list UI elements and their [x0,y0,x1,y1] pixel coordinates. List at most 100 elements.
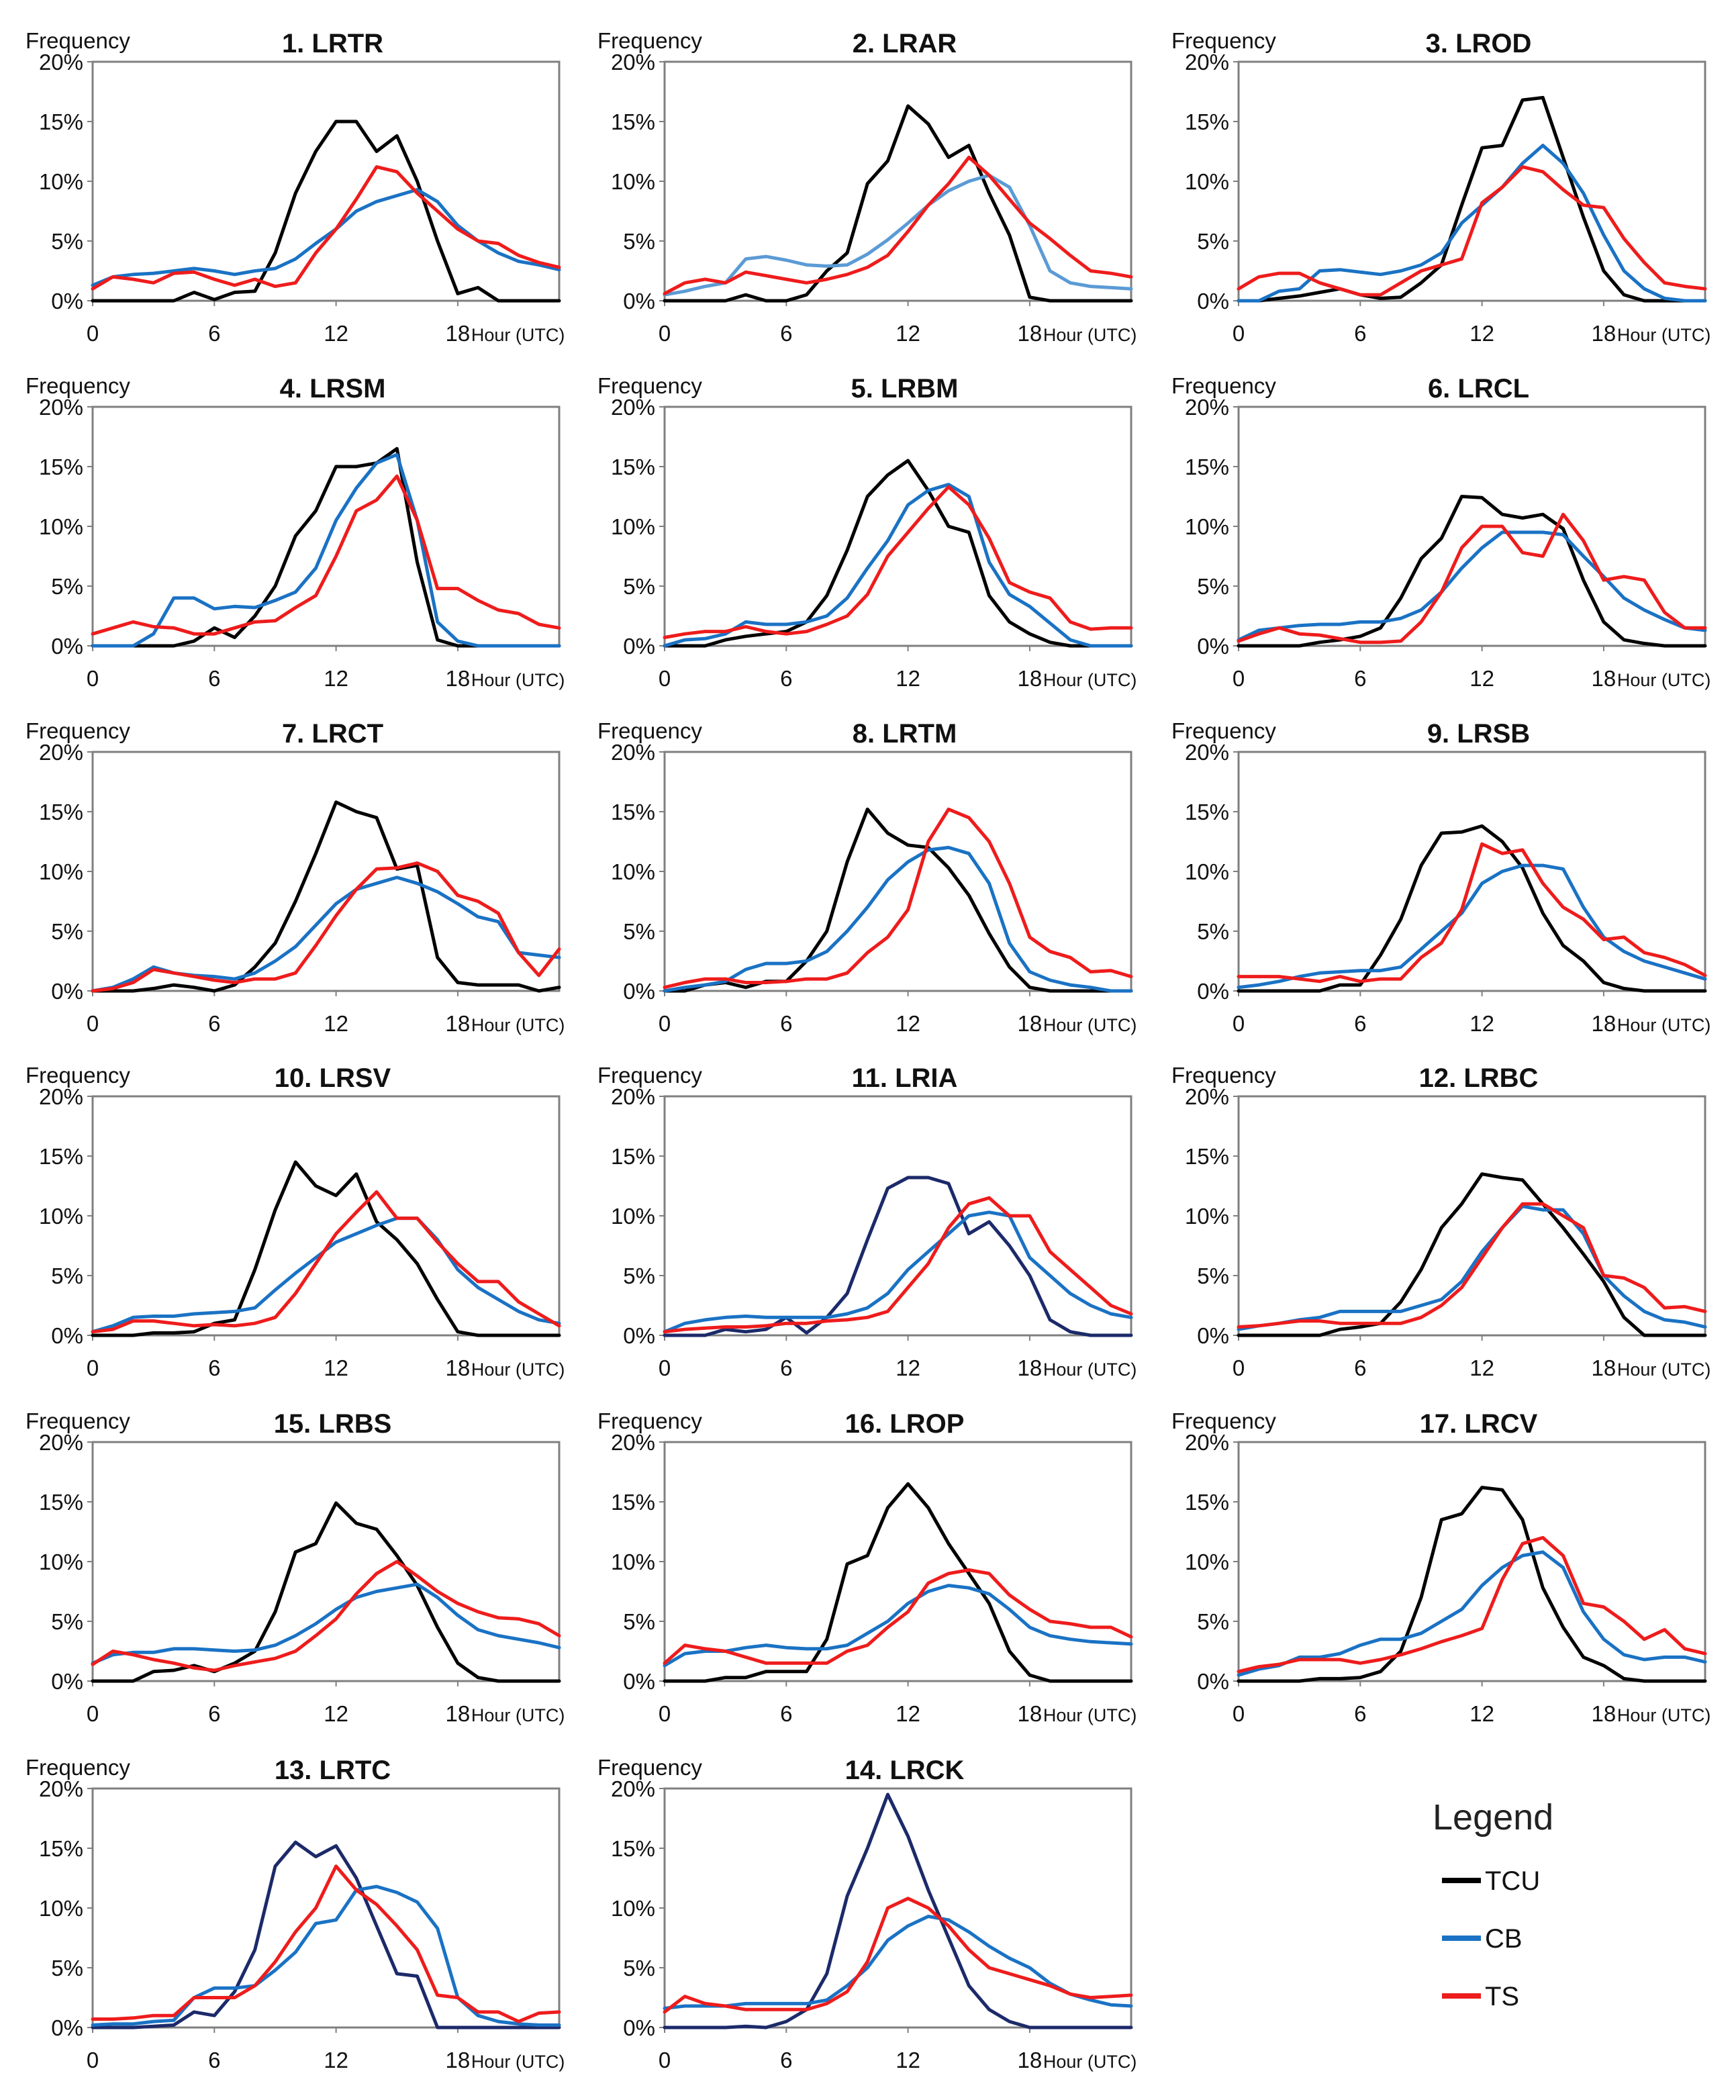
x-axis-label: Hour (UTC) [1043,1359,1137,1380]
chart-4-lrsm: Frequency 4. LRSM 0% 5% 10% 15% 20% 0 6 12 18 Hour … [26,373,565,691]
chart-title: 9. LRSB [1427,719,1530,749]
y-tick-label: 15% [611,109,655,134]
x-tick-label: 6 [780,1355,792,1380]
y-tick-label: 5% [1197,1609,1229,1634]
y-axis-label: Frequency [1171,28,1276,53]
y-tick-label: 10% [611,859,655,884]
series-line-cb [663,1210,1133,1334]
series-line-ts [663,1196,1133,1334]
series-line-tcu [91,1160,561,1337]
plot-frame [91,1441,561,1682]
y-tick-label: 0% [623,979,655,1004]
x-tick-label: 0 [87,1701,99,1726]
chart-title: 15. LRBS [274,1409,392,1439]
x-tick-label: 12 [324,1011,348,1036]
x-axis-label: Hour (UTC) [1617,325,1711,345]
x-tick-label: 6 [1354,1701,1366,1726]
y-axis-label: Frequency [26,718,130,743]
x-tick-label: 12 [324,1355,348,1380]
chart-3-lrod: Frequency 3. LROD 0% 5% 10% 15% 20% 0 6 12 18 Hour … [1171,28,1710,346]
y-axis-label: Frequency [597,1755,702,1780]
y-tick-label: 20% [611,395,655,420]
series-line-ts [663,807,1133,990]
y-tick-label: 15% [1185,800,1229,824]
legend-title: Legend [1433,1797,1553,1837]
plot-frame [91,405,561,647]
y-tick-label: 5% [1197,919,1229,944]
series-line-tcu [663,1176,1133,1337]
x-axis-label: Hour (UTC) [1043,2052,1137,2072]
y-tick-label: 10% [1185,514,1229,539]
y-tick-label: 20% [611,1776,655,1801]
y-axis-label: Frequency [26,28,130,53]
series-line-tcu [1237,495,1707,648]
x-tick-label: 18 [446,1355,471,1380]
y-tick-label: 15% [39,1144,83,1169]
y-tick-label: 5% [623,1609,655,1634]
y-axis-label: Frequency [597,1409,702,1433]
x-tick-label: 12 [324,1701,348,1726]
y-tick-label: 15% [39,1490,83,1515]
series-line-tcu [663,459,1133,648]
x-tick-label: 0 [1233,666,1245,691]
y-tick-label: 0% [51,289,83,314]
chart-title: 4. LRSM [280,374,386,403]
x-axis-label: Hour (UTC) [471,325,565,345]
plot-frame [1237,1441,1706,1682]
series-line-tcu [91,120,561,303]
series-line-cb [663,173,1133,297]
chart-1-lrtr: Frequency 1. LRTR 0% 5% 10% 15% 20% 0 6 12 18 Hour … [26,28,565,346]
x-tick-label: 12 [1469,666,1494,691]
x-tick-label: 0 [1233,1355,1245,1380]
chart-8-lrtm: Frequency 8. LRTM 0% 5% 10% 15% 20% 0 6 12 18 Hour … [597,718,1137,1036]
y-tick-label: 0% [51,2015,83,2040]
x-axis-label: Hour (UTC) [471,1705,565,1725]
x-tick-label: 12 [1469,321,1494,346]
y-axis-label: Frequency [597,28,702,53]
y-tick-label: 0% [1197,979,1229,1004]
x-tick-label: 12 [896,1011,920,1036]
x-tick-label: 12 [324,666,348,691]
y-axis-label: Frequency [1171,373,1276,398]
y-axis-label: Frequency [597,718,702,743]
y-tick-label: 5% [1197,574,1229,599]
x-tick-label: 0 [1233,1011,1245,1036]
x-tick-label: 18 [446,666,471,691]
y-tick-label: 0% [51,634,83,659]
y-tick-label: 5% [1197,229,1229,254]
x-tick-label: 12 [896,666,920,691]
series-line-cb [1237,863,1707,990]
x-tick-label: 6 [208,2048,220,2072]
y-tick-label: 5% [51,229,83,254]
chart-title: 12. LRBC [1419,1063,1539,1093]
series-line-cb [91,1582,561,1665]
series-line-tcu [663,104,1133,303]
y-tick-label: 10% [1185,169,1229,194]
series-line-ts [663,485,1133,639]
y-tick-label: 15% [39,109,83,134]
series-line-cb [663,845,1133,993]
chart-12-lrbc: Frequency 12. LRBC 0% 5% 10% 15% 20% 0 6 12 18 Hour… [1171,1063,1710,1380]
y-tick-label: 5% [51,919,83,944]
y-axis-label: Frequency [597,1063,702,1088]
chart-14-lrck: Frequency 14. LRCK 0% 5% 10% 15% 20% 0 6 12 18 Hour… [597,1755,1137,2072]
y-tick-label: 20% [611,740,655,765]
x-tick-label: 18 [1592,1011,1617,1036]
series-line-tcu [663,1482,1133,1683]
chart-title: 7. LRCT [282,719,383,749]
x-tick-label: 0 [659,1701,671,1726]
y-tick-label: 15% [1185,1490,1229,1515]
series-line-tcu [663,1793,1133,2030]
y-tick-label: 15% [611,1144,655,1169]
y-tick-label: 0% [1197,1669,1229,1694]
y-tick-label: 10% [611,514,655,539]
y-tick-label: 20% [1185,395,1229,420]
y-tick-label: 0% [623,2015,655,2040]
chart-17-lrcv: Frequency 17. LRCV 0% 5% 10% 15% 20% 0 6 12 18 Hour… [1171,1409,1710,1726]
plot-frame [663,1441,1132,1682]
legend-item-ts: TS [1442,1982,1519,2011]
x-tick-label: 18 [446,321,471,346]
x-tick-label: 0 [659,1011,671,1036]
legend: Legend TCU CB TS [1433,1797,1553,2011]
y-tick-label: 10% [39,859,83,884]
